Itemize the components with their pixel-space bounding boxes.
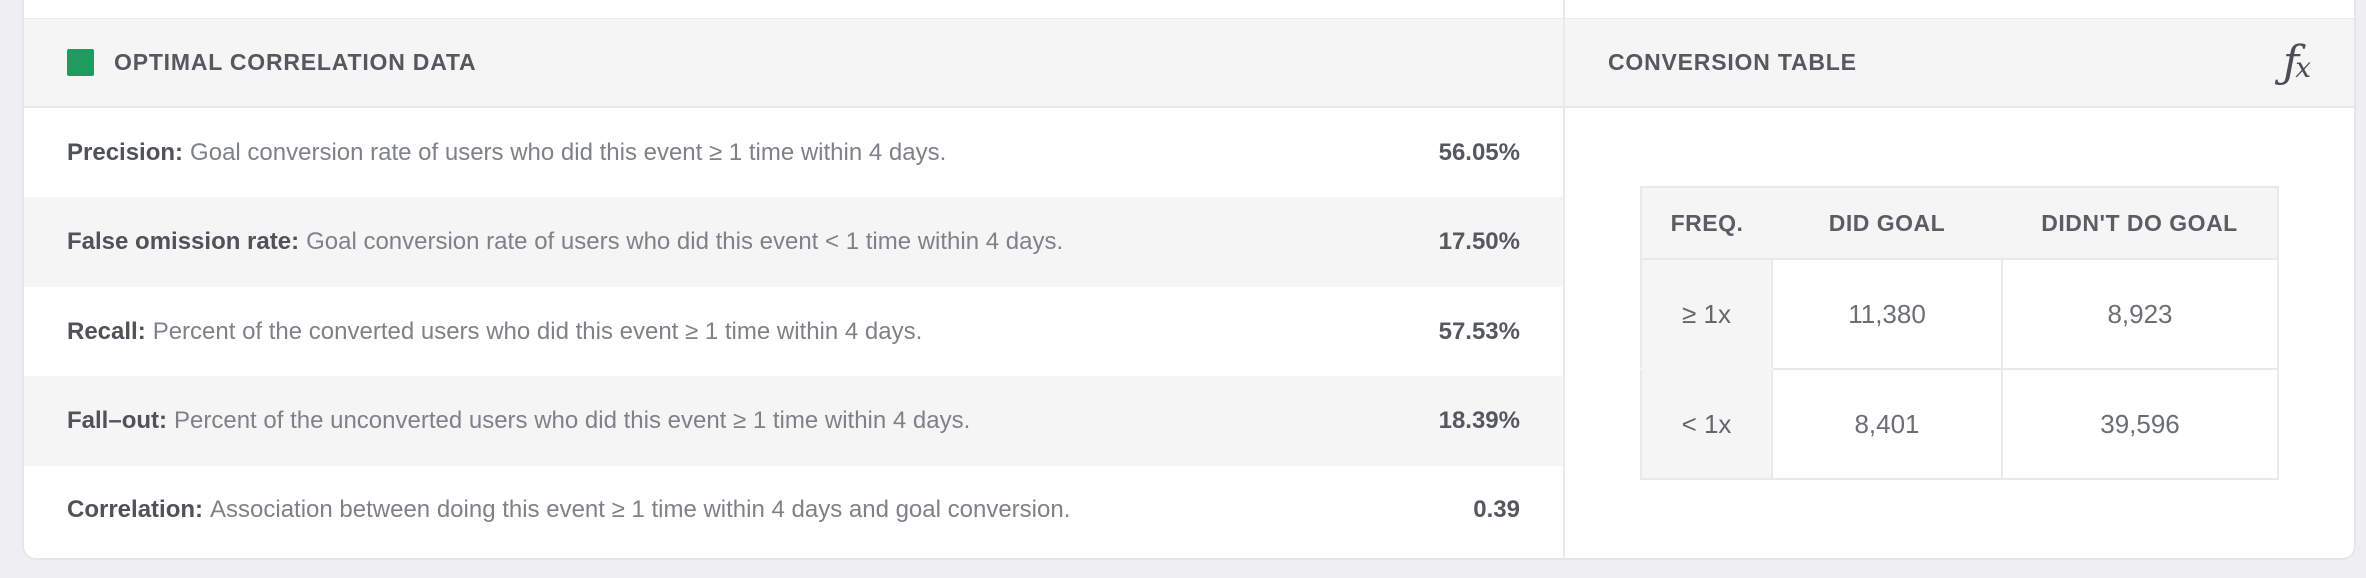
stat-value: 0.39 <box>1473 496 1520 524</box>
did-goal-cell: 8,401 <box>1771 368 2003 480</box>
formula-icon[interactable]: ƒ x <box>2282 36 2311 88</box>
stat-row-correlation: Correlation: Association between doing th… <box>24 465 1563 556</box>
stat-description-text: Percent of the converted users who did t… <box>152 317 923 345</box>
formula-icon-x: x <box>2295 50 2311 84</box>
stat-description-text: Association between doing this event ≥ 1… <box>210 496 1071 524</box>
didnt-do-goal-cell: 8,923 <box>2001 258 2279 370</box>
stat-rows: Precision: Goal conversion rate of users … <box>24 108 1563 556</box>
stat-label: Precision: <box>67 138 184 166</box>
stat-label: Recall: <box>67 317 146 345</box>
legend-color-swatch <box>67 49 94 76</box>
stat-value: 56.05% <box>1438 138 1520 166</box>
optimal-correlation-header: OPTIMAL CORRELATION DATA <box>24 18 1563 108</box>
conversion-table: FREQ. DID GOAL DIDN'T DO GOAL ≥ 1x 11,38… <box>1640 186 2279 480</box>
stat-label: False omission rate: <box>67 228 300 256</box>
didnt-do-goal-cell: 39,596 <box>2001 368 2279 480</box>
freq-cell: < 1x <box>1640 368 1773 480</box>
card-top-strip <box>1565 0 2354 18</box>
conversion-table-header: CONVERSION TABLE ƒ x <box>1565 18 2354 108</box>
optimal-correlation-panel: OPTIMAL CORRELATION DATA Precision: Goal … <box>24 0 1563 558</box>
stat-row-precision: Precision: Goal conversion rate of users … <box>24 108 1563 198</box>
panel-title-conversion-table: CONVERSION TABLE <box>1608 49 1857 75</box>
table-row-ge-1x: ≥ 1x 11,380 8,923 <box>1640 258 2279 370</box>
stat-description: Precision: Goal conversion rate of users … <box>67 139 946 167</box>
stat-description: Correlation: Association between doing th… <box>67 496 1070 524</box>
formula-icon-f: ƒ <box>2282 36 2300 88</box>
stat-label: Fall–out: <box>67 406 167 434</box>
stat-description: Recall: Percent of the converted users wh… <box>67 318 922 346</box>
conversion-table-panel: CONVERSION TABLE ƒ x FREQ. DID GOAL D <box>1563 0 2354 558</box>
stat-value: 18.39% <box>1438 406 1520 434</box>
table-row-lt-1x: < 1x 8,401 39,596 <box>1640 368 2279 480</box>
conversion-table-area: FREQ. DID GOAL DIDN'T DO GOAL ≥ 1x 11,38… <box>1565 108 2354 558</box>
correlation-card: OPTIMAL CORRELATION DATA Precision: Goal … <box>22 0 2356 560</box>
stat-description: False omission rate: Goal conversion rate… <box>67 228 1063 256</box>
stat-description-text: Goal conversion rate of users who did th… <box>190 138 947 166</box>
did-goal-cell: 11,380 <box>1771 258 2003 370</box>
column-header-didnt-do-goal: DIDN'T DO GOAL <box>2002 186 2279 260</box>
stat-value: 57.53% <box>1438 317 1520 345</box>
stat-row-recall: Recall: Percent of the converted users wh… <box>24 286 1563 377</box>
stat-value: 17.50% <box>1438 228 1520 256</box>
column-header-freq: FREQ. <box>1640 186 1772 260</box>
card-top-strip <box>24 0 1563 18</box>
stat-row-false-omission-rate: False omission rate: Goal conversion rate… <box>24 197 1563 287</box>
stat-description: Fall–out: Percent of the unconverted user… <box>67 407 970 435</box>
freq-cell: ≥ 1x <box>1640 258 1773 370</box>
stat-row-fall-out: Fall–out: Percent of the unconverted user… <box>24 376 1563 466</box>
stat-description-text: Goal conversion rate of users who did th… <box>306 228 1064 256</box>
panel-title-optimal-correlation: OPTIMAL CORRELATION DATA <box>114 49 477 75</box>
conversion-table-header-row: FREQ. DID GOAL DIDN'T DO GOAL <box>1640 186 2279 260</box>
stat-description-text: Percent of the unconverted users who did… <box>174 406 971 434</box>
stat-label: Correlation: <box>67 496 204 524</box>
column-header-did-goal: DID GOAL <box>1772 186 2002 260</box>
